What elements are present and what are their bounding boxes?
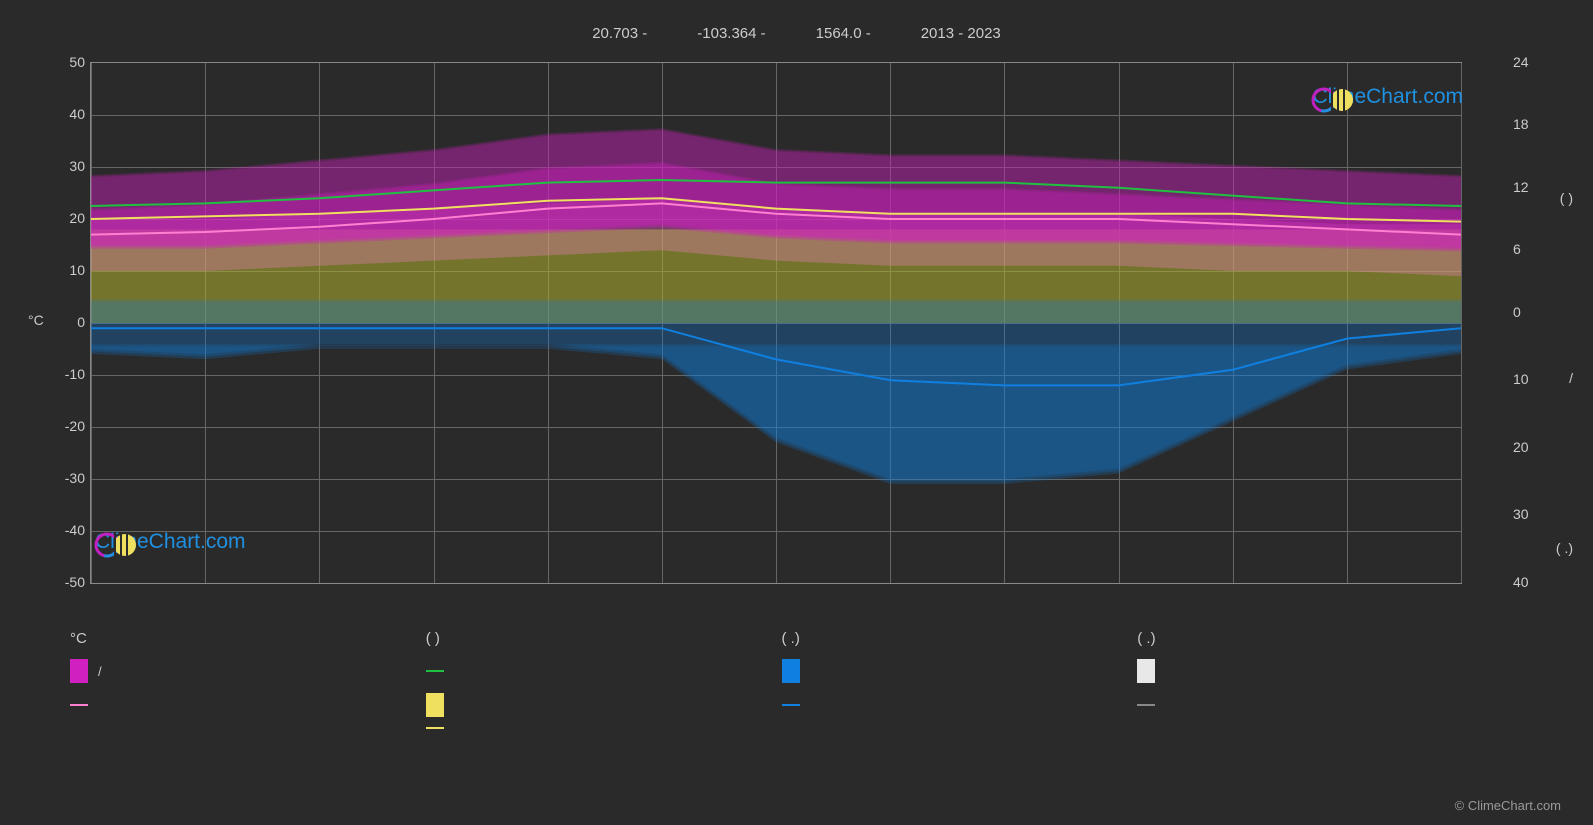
legend-item: [70, 727, 426, 729]
ytick-left: 0: [50, 314, 85, 330]
ytick-right: 40: [1513, 574, 1543, 590]
ytick-right: 24: [1513, 54, 1543, 70]
ytick-left: 20: [50, 210, 85, 226]
legend-title-3: ( .): [782, 630, 1138, 647]
ytick-left: -20: [50, 418, 85, 434]
footer-copyright: © ClimeChart.com: [1455, 798, 1561, 813]
legend-title-4: ( .): [1137, 630, 1493, 647]
chart-svg: [91, 63, 1461, 583]
legend-item: [782, 659, 1138, 683]
grid-line-v: [1461, 63, 1462, 583]
legend-item: [70, 693, 426, 717]
ytick-right: 20: [1513, 439, 1543, 455]
meta-elev: 1564.0 -: [816, 25, 871, 42]
legend-item: /: [70, 659, 426, 683]
legend-item: [1137, 727, 1493, 729]
ytick-left: 30: [50, 158, 85, 174]
y-axis-right-label-1: ( ): [1560, 190, 1573, 206]
y-axis-right-label-3: ( .): [1556, 540, 1573, 556]
legend-item: [782, 727, 1138, 729]
chart-header: 20.703 - -103.364 - 1564.0 - 2013 - 2023: [0, 25, 1593, 42]
ytick-left: 40: [50, 106, 85, 122]
plot-area: [90, 62, 1462, 584]
legend-item: [1137, 693, 1493, 717]
y-axis-right-label-2: /: [1569, 370, 1573, 386]
chart-container: 20.703 - -103.364 - 1564.0 - 2013 - 2023…: [0, 0, 1593, 825]
legend-item: [1137, 659, 1493, 683]
meta-lat: 20.703 -: [592, 25, 647, 42]
legend: °C ( ) ( .) ( .) /: [70, 630, 1493, 729]
legend-item: [426, 693, 782, 717]
ytick-right: 10: [1513, 371, 1543, 387]
ytick-left: -50: [50, 574, 85, 590]
ytick-right: 6: [1513, 241, 1543, 257]
legend-item: [782, 693, 1138, 717]
legend-title-2: ( ): [426, 630, 782, 647]
ytick-left: -30: [50, 470, 85, 486]
meta-lon: -103.364 -: [697, 25, 765, 42]
ytick-right: 30: [1513, 506, 1543, 522]
ytick-left: 50: [50, 54, 85, 70]
ytick-right: 0: [1513, 304, 1543, 320]
legend-item: [426, 659, 782, 683]
ytick-right: 18: [1513, 116, 1543, 132]
legend-title-1: °C: [70, 630, 426, 647]
meta-years: 2013 - 2023: [921, 25, 1001, 42]
ytick-right: 12: [1513, 179, 1543, 195]
y-axis-left-label: °C: [28, 312, 44, 328]
ytick-left: -40: [50, 522, 85, 538]
legend-titles: °C ( ) ( .) ( .): [70, 630, 1493, 647]
band: [91, 131, 1461, 248]
ytick-left: -10: [50, 366, 85, 382]
legend-item: [426, 727, 782, 729]
ytick-left: 10: [50, 262, 85, 278]
